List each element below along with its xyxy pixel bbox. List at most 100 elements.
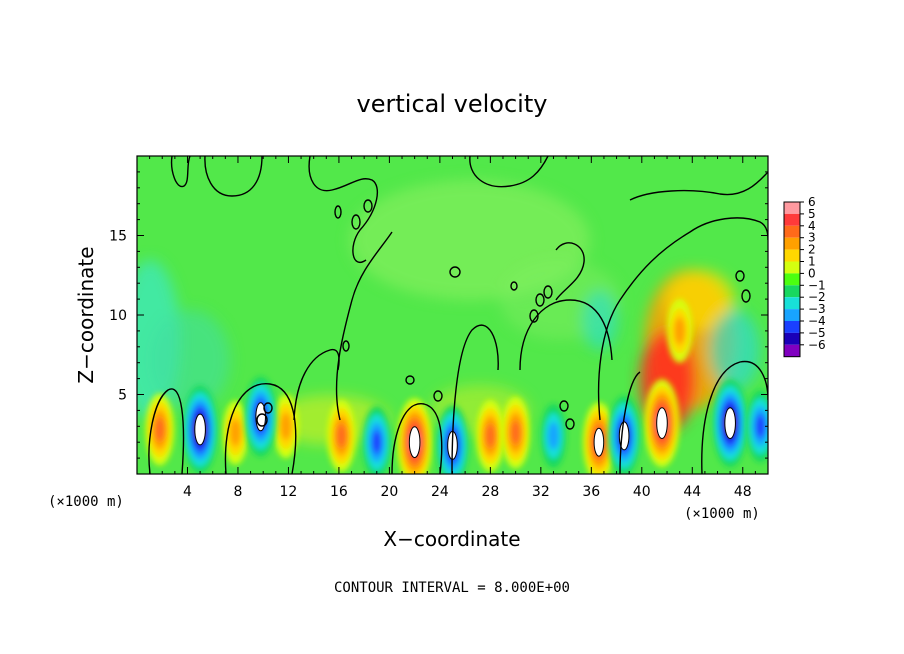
contour-loop-7: [529, 309, 539, 323]
colorbar-label-0: 0: [808, 266, 816, 280]
contour-loop-12: [565, 418, 575, 430]
cyan-region-left-lower: [150, 310, 230, 410]
colorbar-swatch-0: [784, 273, 800, 286]
contour-line-right-inner: [519, 299, 613, 371]
contour-line-upper: [204, 156, 263, 197]
contour-line-top-mid: [308, 156, 379, 263]
contour-loop-8: [510, 281, 518, 291]
contour-loop-2: [363, 199, 373, 213]
colorbar-swatch-−2: [784, 297, 800, 310]
x-tick-label-40: 40: [633, 484, 651, 500]
contour-loop-16: [405, 375, 415, 385]
contour-loop-15: [433, 390, 443, 402]
colorbar-label-−3: −3: [808, 302, 826, 316]
colorbar-swatch-2: [784, 249, 800, 262]
colorbar-label-4: 4: [808, 219, 816, 233]
contour-line-lower-center-2: [451, 324, 499, 474]
updraft-core-8: [582, 402, 615, 474]
downdraft-core-8: [746, 390, 768, 463]
x-tick-label-48: 48: [734, 484, 752, 500]
colorbar-swatch-4: [784, 225, 800, 238]
updraft-core-1: [145, 393, 175, 466]
contour-line-lower-mid-2: [293, 348, 340, 421]
cyan-region-right: [710, 310, 760, 390]
contour-loop-13: [256, 413, 268, 427]
colorbar-swatch-−6: [784, 344, 800, 357]
colorbar-label-−5: −5: [808, 326, 826, 340]
contour-line-lower-mid: [224, 383, 297, 474]
colorbar-swatch-−4: [784, 321, 800, 333]
y-tick-label-15: 15: [109, 229, 127, 245]
x-tick-label-24: 24: [431, 484, 449, 500]
colorbar-swatch-3: [784, 237, 800, 250]
x-tick-label-32: 32: [532, 484, 550, 500]
colorbar-swatch-−1: [784, 285, 800, 298]
updraft-core-10: [666, 298, 693, 363]
large-scale-field: [137, 180, 760, 445]
y-axis: 5 10 15: [109, 171, 768, 459]
updraft-core-4: [327, 399, 356, 472]
downdraft-core-3: [362, 406, 392, 474]
colorbar-label-6: 6: [808, 195, 816, 209]
chart-title: vertical velocity: [357, 90, 548, 118]
contour-interval-note: CONTOUR INTERVAL = 8.000E+00: [334, 580, 570, 596]
y-tick-label-5: 5: [118, 388, 127, 404]
contour-loop-10: [741, 289, 751, 303]
colorbar-label-5: 5: [808, 207, 816, 221]
updraft-core-6: [475, 399, 505, 472]
colorbar-label-−4: −4: [808, 314, 826, 328]
colorbar-swatch-1: [784, 261, 800, 274]
contour-loop-3: [334, 205, 342, 219]
contour-loop-14: [263, 402, 273, 414]
contour-line-lower-center: [391, 403, 443, 474]
colorbar-swatch-5: [784, 213, 800, 226]
plot-area: [137, 156, 768, 474]
x-unit-left: (×1000 m): [48, 494, 124, 510]
x-tick-label-20: 20: [380, 484, 398, 500]
contour-loop-5: [535, 293, 545, 307]
updraft-core-5: [397, 398, 433, 474]
contour-loop-17: [342, 340, 350, 352]
x-tick-label-16: 16: [330, 484, 348, 500]
x-tick-label-8: 8: [233, 484, 242, 500]
x-tick-label-36: 36: [582, 484, 600, 500]
colorbar-swatch-−5: [784, 332, 800, 345]
colorbar-swatch-−3: [784, 309, 800, 321]
contour-loop-11: [559, 400, 569, 412]
y-axis-label: Z−coordinate: [74, 246, 98, 383]
x-tick-label-12: 12: [280, 484, 298, 500]
contour-loop-9: [735, 270, 745, 282]
colorbar-frame: [783, 201, 801, 358]
updraft-core-2: [222, 400, 249, 465]
contour-line-mid-right: [555, 242, 585, 301]
x-tick-label-28: 28: [481, 484, 499, 500]
x-axis: 4 8 12 16 20 24 28 32 36 40 44 48: [149, 156, 756, 500]
y-tick-label-10: 10: [109, 308, 127, 324]
contour-line-upper-right: [629, 171, 768, 201]
updraft-core-7: [501, 396, 530, 469]
downdraft-core-7: [712, 379, 748, 468]
cyan-region-mid: [582, 290, 618, 350]
contour-loop-4: [449, 266, 461, 278]
x-unit-right: (×1000 m): [684, 506, 760, 522]
x-tick-label-4: 4: [183, 484, 192, 500]
updraft-core-9: [644, 379, 680, 468]
colorbar-label-−2: −2: [808, 290, 826, 304]
contour-line-lower-right-3: [701, 360, 768, 474]
colorbar-label-1: 1: [808, 255, 816, 269]
colorbar-label-−1: −1: [808, 278, 826, 292]
downdraft-core-6: [608, 395, 641, 474]
contour-loop-1: [351, 214, 361, 230]
contour-line-upper-left: [170, 156, 191, 188]
x-tick-label-44: 44: [683, 484, 701, 500]
contour-line-right-dome: [597, 217, 768, 421]
contour-line-top-right: [469, 156, 549, 188]
downdraft-core-1: [182, 385, 218, 474]
colorbar-label-2: 2: [808, 243, 816, 257]
x-axis-label: X−coordinate: [383, 527, 520, 551]
colorbar-label-3: 3: [808, 231, 816, 245]
contour-lines: [148, 156, 768, 474]
contour-line-mid-wave: [335, 231, 393, 421]
